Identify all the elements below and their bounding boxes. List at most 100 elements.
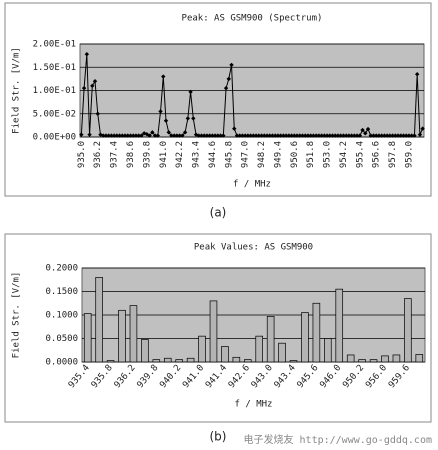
marker: [264, 133, 270, 138]
x-tick-label: 942.2: [175, 141, 185, 168]
caption: (a): [210, 206, 227, 220]
marker: [414, 72, 420, 77]
bar: [312, 302, 321, 363]
y-tick-label: 5.00E-02: [33, 109, 76, 119]
marker: [133, 133, 139, 138]
x-tick-label: 957.8: [388, 141, 398, 168]
marker: [404, 133, 409, 138]
x-axis-title: f / MHz: [233, 180, 271, 190]
marker: [204, 133, 210, 138]
y-tick-label: 0.00E+00: [33, 133, 76, 143]
marker: [297, 133, 302, 138]
marker: [147, 133, 152, 138]
marker: [368, 133, 373, 138]
bar: [346, 354, 355, 363]
x-tick-label: 949.4: [273, 141, 283, 168]
marker: [136, 133, 141, 138]
marker: [109, 133, 114, 138]
x-tick-label: 954.2: [339, 141, 349, 168]
bar: [221, 346, 229, 363]
marker: [357, 133, 363, 138]
marker: [278, 133, 283, 138]
x-tick-label: 941.0: [159, 141, 169, 168]
bar: [163, 357, 172, 363]
bar: [335, 288, 344, 363]
bar: [175, 359, 183, 363]
marker: [128, 133, 133, 138]
bar: [118, 309, 126, 363]
marker: [125, 133, 130, 138]
bar: [266, 316, 275, 363]
marker: [152, 133, 158, 138]
marker: [379, 133, 384, 138]
marker: [376, 133, 382, 138]
marker: [188, 89, 193, 95]
y-tick-label: 0.0500: [45, 334, 78, 344]
caption: (b): [210, 430, 227, 444]
marker: [354, 133, 360, 138]
marker: [398, 133, 403, 138]
marker: [319, 133, 324, 138]
x-tick-label: 943.4: [192, 141, 202, 168]
x-tick-label: 937.4: [110, 141, 120, 168]
x-tick-label: 944.6: [208, 141, 218, 168]
bar: [95, 277, 103, 363]
marker: [322, 133, 327, 138]
marker: [171, 133, 177, 138]
y-tick-label: 1.00E-01: [33, 86, 76, 96]
marker: [289, 133, 294, 138]
marker: [150, 130, 155, 135]
bar: [358, 359, 366, 363]
marker: [221, 133, 226, 138]
marker: [218, 133, 223, 138]
marker: [283, 133, 289, 138]
marker: [120, 133, 125, 138]
marker: [262, 133, 267, 138]
watermark: 电子发烧友 http://www.go-gddq.com: [244, 433, 432, 446]
bar: [278, 342, 286, 363]
bar: [152, 359, 161, 363]
marker: [215, 133, 221, 138]
marker: [182, 130, 188, 135]
marker: [412, 133, 417, 138]
marker: [79, 132, 84, 137]
x-tick-label: 953.0: [323, 141, 333, 168]
x-tick-label: 948.2: [257, 141, 267, 168]
marker: [281, 133, 286, 138]
marker: [155, 133, 161, 138]
marker: [324, 133, 330, 138]
marker: [174, 133, 180, 138]
marker: [382, 133, 387, 138]
marker: [106, 133, 111, 138]
marker: [90, 83, 95, 89]
marker: [242, 133, 248, 138]
marker: [395, 133, 401, 138]
x-tick-label: 936.2: [93, 141, 103, 168]
marker: [212, 133, 218, 138]
marker: [374, 133, 379, 138]
marker: [341, 133, 346, 138]
bar: [129, 305, 138, 363]
bar: [392, 354, 401, 363]
marker: [346, 133, 352, 138]
marker: [245, 133, 251, 138]
bar: [324, 338, 332, 363]
marker: [259, 133, 264, 138]
chart-title: Peak Values: AS GSM900: [194, 243, 313, 253]
marker: [311, 133, 316, 138]
marker: [360, 127, 365, 133]
marker: [327, 133, 333, 138]
marker: [87, 132, 92, 137]
x-tick-label: 938.6: [126, 141, 136, 168]
marker: [286, 133, 292, 138]
x-tick-label: 959.0: [404, 141, 414, 168]
y-axis-title: Field Str. [V/m]: [12, 47, 22, 134]
bar: [232, 356, 241, 363]
bar: [198, 335, 206, 363]
marker: [210, 133, 215, 138]
marker: [384, 133, 390, 138]
marker: [365, 126, 371, 132]
marker: [333, 133, 338, 138]
marker: [390, 133, 395, 138]
marker: [177, 133, 182, 138]
